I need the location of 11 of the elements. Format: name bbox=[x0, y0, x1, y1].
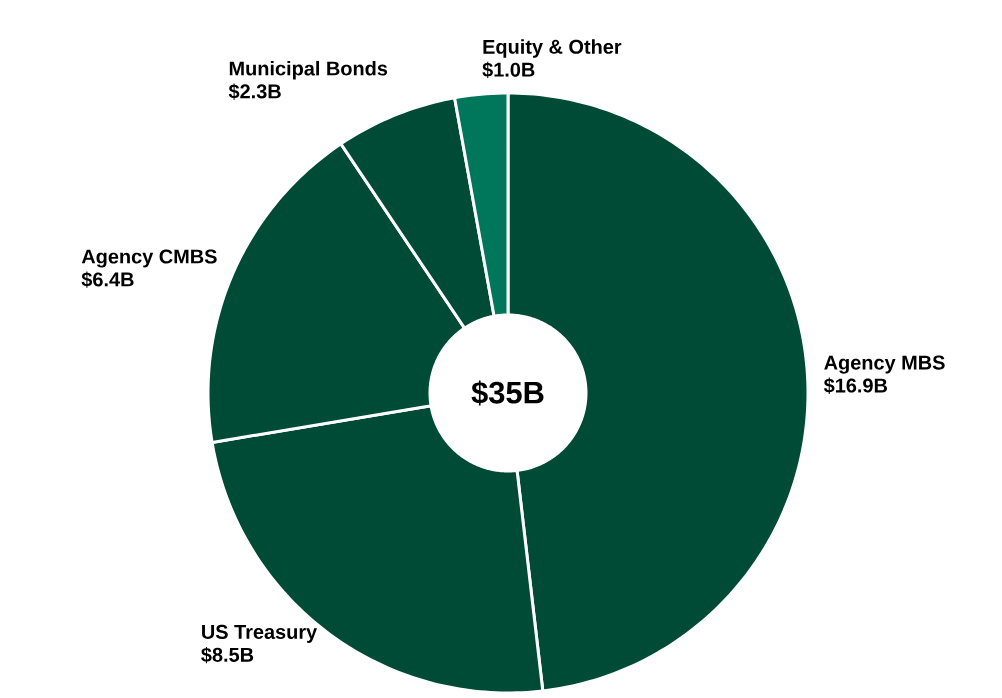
data-label: $8.5B bbox=[201, 646, 254, 664]
data-label: $1.0B bbox=[482, 61, 535, 79]
data-label: $2.3B bbox=[228, 83, 281, 100]
data-label: $6.4B bbox=[81, 271, 134, 288]
slice-label: US Treasury bbox=[202, 624, 318, 643]
data-label: $16.9B bbox=[823, 377, 887, 394]
slice-label: Agency CMBS bbox=[81, 249, 217, 268]
slice-label: Equity & Other bbox=[483, 39, 622, 58]
slice-label: Agency MBS bbox=[824, 355, 945, 374]
slice-label: Municipal Bonds bbox=[229, 60, 388, 80]
text: $35B bbox=[471, 380, 544, 406]
